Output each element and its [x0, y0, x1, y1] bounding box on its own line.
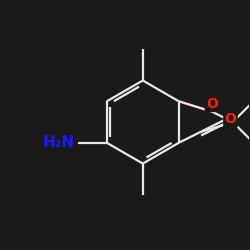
- Text: O: O: [224, 112, 236, 126]
- Text: O: O: [206, 97, 218, 111]
- Text: H₂N: H₂N: [43, 135, 75, 150]
